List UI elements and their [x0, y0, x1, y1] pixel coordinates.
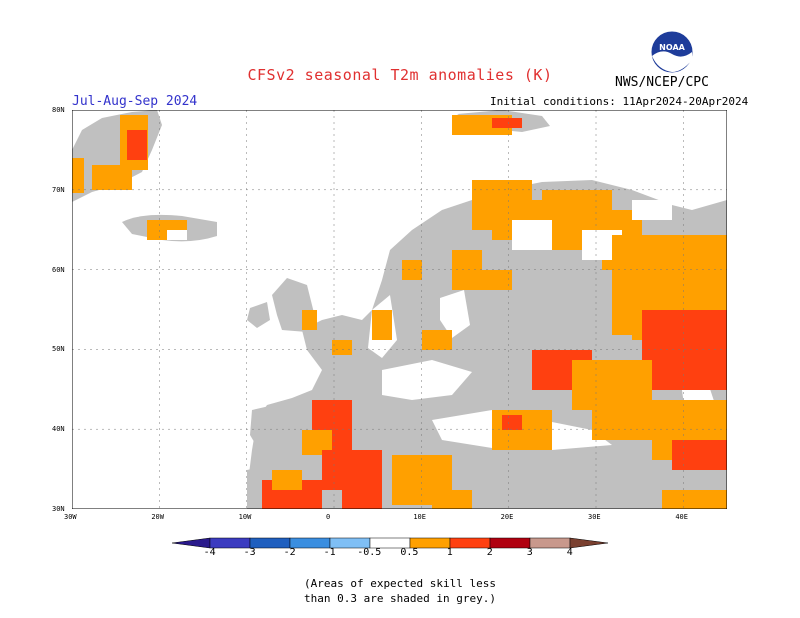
- anomaly-map: [71, 109, 728, 510]
- longitude-label: 20E: [500, 513, 514, 521]
- longitude-label: 0: [326, 513, 331, 521]
- anomaly-cell: [72, 158, 84, 193]
- initial-conditions-label: Initial conditions: 11Apr2024-20Apr2024: [490, 95, 749, 108]
- anomaly-cell: [422, 330, 452, 350]
- latitude-label: 60N: [52, 265, 65, 274]
- anomaly-cell: [332, 340, 352, 355]
- latitude-label: 40N: [52, 425, 65, 434]
- colorbar-label: -4: [203, 547, 216, 558]
- noaa-logo: NOAA: [650, 30, 694, 74]
- anomaly-cell: [302, 310, 317, 330]
- longitude-label: 40E: [675, 513, 688, 521]
- colorbar-svg: [171, 537, 609, 549]
- svg-text:NOAA: NOAA: [659, 43, 685, 52]
- longitude-label: 10W: [238, 513, 252, 521]
- colorbar-label: 4: [566, 547, 573, 558]
- latitude-label: 70N: [52, 185, 65, 194]
- anomaly-cell: [167, 230, 187, 240]
- anomaly-cell: [482, 270, 512, 290]
- colorbar: [170, 530, 630, 560]
- latitude-label: 50N: [52, 345, 65, 354]
- latitude-label: 30N: [52, 505, 65, 513]
- colorbar-segment: [489, 537, 531, 549]
- map-graticule: [72, 110, 727, 509]
- colorbar-label: -2: [283, 547, 296, 558]
- longitude-label: 10E: [413, 513, 426, 521]
- anomaly-cell: [92, 165, 132, 190]
- anomaly-cell: [662, 490, 727, 509]
- anomaly-cell: [432, 490, 472, 509]
- longitude-label: 30W: [64, 513, 77, 521]
- anomaly-cell: [492, 118, 522, 128]
- anomaly-cell: [672, 440, 727, 470]
- anomaly-map-svg: [71, 109, 728, 510]
- longitude-label: 20W: [151, 513, 164, 521]
- colorbar-label: 3: [526, 547, 533, 558]
- anomaly-cell: [402, 260, 422, 280]
- anomaly-cell: [502, 415, 522, 430]
- colorbar-segment: [449, 537, 491, 549]
- season-label: Jul-Aug-Sep 2024: [72, 94, 198, 109]
- colorbar-label: -1: [323, 547, 336, 558]
- colorbar-label: -0.5: [357, 547, 382, 558]
- anomaly-cell: [372, 310, 392, 340]
- anomaly-cell: [512, 220, 552, 250]
- anomaly-cell: [127, 130, 147, 160]
- anomaly-cell: [342, 470, 382, 509]
- anomaly-cells: [72, 115, 727, 509]
- colorbar-high-arrow: [569, 537, 609, 549]
- colorbar-label: 1: [446, 547, 453, 558]
- anomaly-cell: [452, 250, 482, 290]
- anomaly-cell: [272, 470, 302, 490]
- skill-footnote: (Areas of expected skill less than 0.3 a…: [303, 577, 497, 605]
- colorbar-segment: [529, 537, 571, 549]
- colorbar-label: -3: [243, 547, 256, 558]
- latitude-label: 80N: [52, 106, 65, 114]
- agency-label: NWS/NCEP/CPC: [615, 75, 709, 90]
- map-title: CFSv2 seasonal T2m anomalies (K): [247, 66, 553, 84]
- colorbar-label: 0.5: [400, 547, 419, 558]
- anomaly-cell: [632, 200, 672, 220]
- colorbar-label: 2: [486, 547, 493, 558]
- anomaly-cell: [672, 330, 727, 390]
- longitude-label: 30E: [588, 513, 601, 521]
